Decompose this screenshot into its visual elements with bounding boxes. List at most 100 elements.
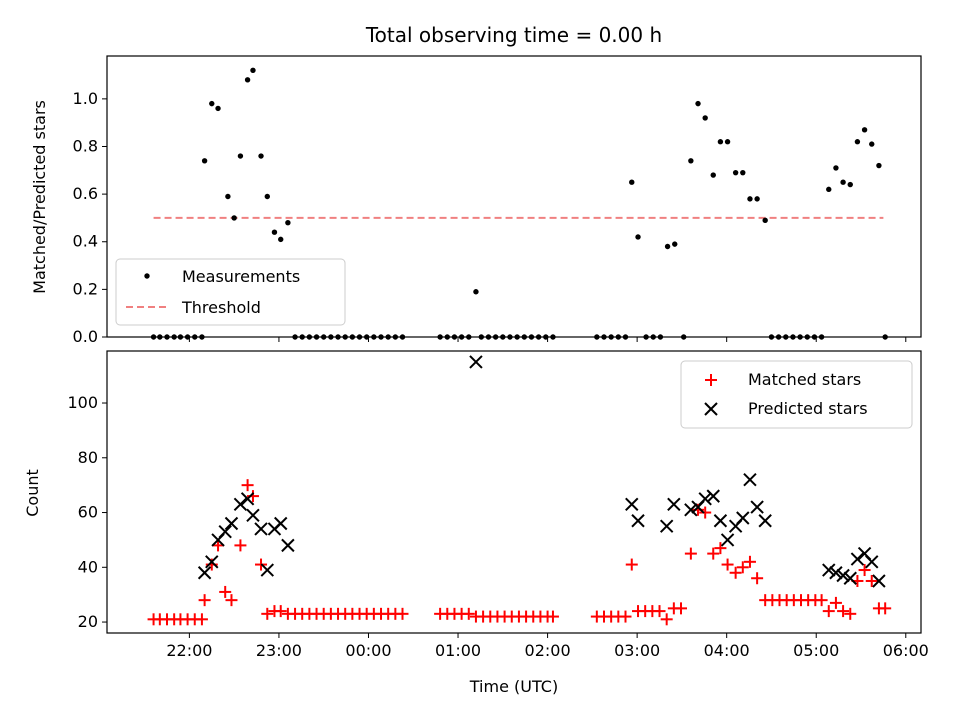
predicted-star-point bbox=[218, 524, 232, 539]
matched-star-point bbox=[729, 566, 742, 579]
measurement-point bbox=[826, 186, 832, 193]
matched-star-point bbox=[858, 564, 871, 577]
top-plot-frame bbox=[106, 55, 922, 338]
measurement-point bbox=[762, 217, 768, 224]
matched-star-point bbox=[198, 594, 211, 607]
x-tick-label: 02:00 bbox=[525, 641, 571, 660]
measurement-point bbox=[732, 169, 739, 176]
top-y-tick-label: 0.0 bbox=[73, 327, 98, 346]
matched-star-point bbox=[225, 594, 238, 607]
legend-predicted-label: Predicted stars bbox=[748, 399, 868, 418]
matched-star-point bbox=[743, 555, 756, 568]
matched-star-point bbox=[714, 542, 727, 555]
predicted-star-point bbox=[872, 574, 886, 588]
matched-star-point bbox=[707, 547, 720, 560]
count-panel: Count Time (UTC) 20 40 60 80 100 22:00 23:00 00… bbox=[23, 350, 929, 696]
predicted-star-point bbox=[750, 500, 764, 514]
measurement-point bbox=[264, 193, 270, 200]
matched-star-point bbox=[865, 574, 878, 587]
predicted-star-point bbox=[843, 571, 857, 585]
measurement-point bbox=[754, 196, 760, 202]
matched-star-point bbox=[195, 613, 208, 626]
x-tick-label: 22:00 bbox=[166, 641, 212, 660]
measurement-point bbox=[244, 77, 251, 83]
predicted-star-point bbox=[224, 516, 239, 531]
matched-star-point bbox=[234, 539, 247, 552]
predicted-star-point bbox=[631, 514, 645, 528]
predicted-star-point bbox=[736, 511, 750, 525]
measurement-point bbox=[250, 67, 256, 73]
matched-star-point bbox=[844, 607, 857, 620]
matched-star-point bbox=[721, 558, 734, 571]
chart-title: Total observing time = 0.00 h bbox=[365, 23, 662, 47]
measurement-point bbox=[278, 236, 284, 243]
x-tick-label: 03:00 bbox=[614, 641, 660, 660]
matched-star-point bbox=[274, 605, 287, 618]
measurement-point bbox=[740, 169, 746, 176]
measurement-point bbox=[258, 153, 264, 159]
matched-star-point bbox=[837, 605, 850, 618]
predicted-star-point bbox=[254, 522, 268, 536]
bottom-plot-frame bbox=[106, 350, 922, 634]
matched-star-point bbox=[751, 572, 764, 585]
matched-star-point bbox=[619, 610, 632, 623]
x-tick-label: 00:00 bbox=[345, 641, 391, 660]
measurement-point bbox=[695, 100, 701, 107]
predicted-star-point bbox=[850, 552, 865, 566]
predicted-star-point bbox=[706, 489, 720, 503]
matched-star-point bbox=[462, 607, 475, 620]
predicted-star-point bbox=[197, 566, 212, 580]
top-y-tick-label: 0.8 bbox=[73, 136, 98, 155]
predicted-star-point bbox=[684, 503, 698, 517]
measurement-point bbox=[664, 243, 671, 250]
predicted-star-point bbox=[667, 497, 681, 512]
top-y-tick-label: 0.2 bbox=[73, 279, 98, 298]
predicted-star-point bbox=[274, 516, 288, 531]
measurement-point bbox=[876, 162, 882, 169]
measurement-point bbox=[473, 289, 479, 295]
matched-star-point bbox=[261, 607, 274, 620]
bottom-y-tick-label: 60 bbox=[78, 503, 98, 522]
measurement-point bbox=[209, 100, 215, 107]
predicted-star-point bbox=[698, 492, 712, 506]
top-y-tick-label: 0.6 bbox=[73, 184, 98, 203]
predicted-star-point bbox=[743, 472, 757, 487]
matched-star-point bbox=[241, 479, 254, 492]
predicted-star-point bbox=[625, 497, 639, 512]
bottom-legend: Matched stars Predicted stars bbox=[680, 360, 913, 429]
predicted-star-point bbox=[246, 508, 260, 522]
predicted-star-point bbox=[758, 514, 772, 528]
matched-star-point bbox=[653, 605, 666, 618]
matched-star-point bbox=[212, 539, 225, 552]
ratio-panel: Total observing time = 0.00 h Matched/Pr… bbox=[30, 23, 922, 346]
matched-star-point bbox=[625, 558, 638, 571]
measurement-point bbox=[869, 141, 875, 147]
measurement-point bbox=[225, 193, 231, 200]
x-tick-label: 01:00 bbox=[435, 641, 481, 660]
top-y-axis-label: Matched/Predicted stars bbox=[30, 100, 49, 294]
top-legend: Measurements Threshold bbox=[115, 258, 346, 326]
measurement-point bbox=[833, 165, 839, 171]
measurement-point bbox=[201, 158, 208, 164]
bottom-y-tick-label: 20 bbox=[78, 612, 98, 631]
predicted-star-point bbox=[822, 563, 836, 577]
measurement-point bbox=[688, 158, 694, 164]
measurement-point bbox=[840, 179, 846, 185]
top-y-tick-label: 0.4 bbox=[73, 232, 98, 251]
predicted-star-point bbox=[659, 519, 674, 533]
x-tick-label: 06:00 bbox=[883, 641, 929, 660]
measurement-point bbox=[672, 241, 678, 247]
legend-predicted-marker bbox=[704, 402, 718, 416]
measurement-point bbox=[231, 215, 237, 221]
matched-star-point bbox=[822, 605, 835, 618]
legend-measurements-label: Measurements bbox=[182, 267, 300, 286]
predicted-star-point bbox=[865, 555, 879, 569]
bottom-y-tick-label: 100 bbox=[67, 393, 98, 412]
measurement-point bbox=[285, 219, 291, 226]
predicted-star-point bbox=[829, 566, 843, 580]
predicted-star-point bbox=[720, 533, 735, 547]
measurement-point bbox=[854, 139, 861, 145]
bottom-y-axis-label: Count bbox=[23, 469, 42, 517]
matched-star-point bbox=[546, 610, 559, 623]
